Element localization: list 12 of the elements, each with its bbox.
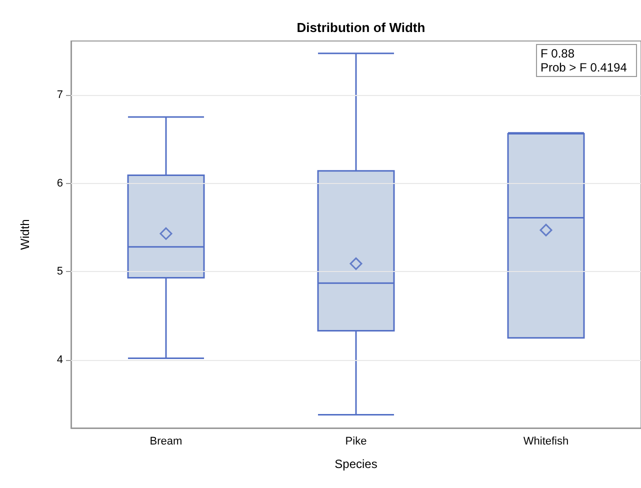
y-tick-label: 6 xyxy=(56,177,63,190)
x-tick-label: Pike xyxy=(345,436,367,448)
x-tick-label: Bream xyxy=(150,436,182,448)
y-axis-title: Width xyxy=(18,219,32,250)
x-tick-label: Whitefish xyxy=(523,436,569,448)
x-axis-title: Species xyxy=(334,457,378,471)
y-tick-label: 5 xyxy=(56,266,63,278)
y-tick-label: 4 xyxy=(56,354,63,366)
y-tick-label: 7 xyxy=(56,88,63,101)
annotation: F 0.88 xyxy=(540,46,575,60)
annotation: Prob > F 0.4194 xyxy=(540,60,628,74)
chart-title: Distribution of Width xyxy=(296,20,426,35)
